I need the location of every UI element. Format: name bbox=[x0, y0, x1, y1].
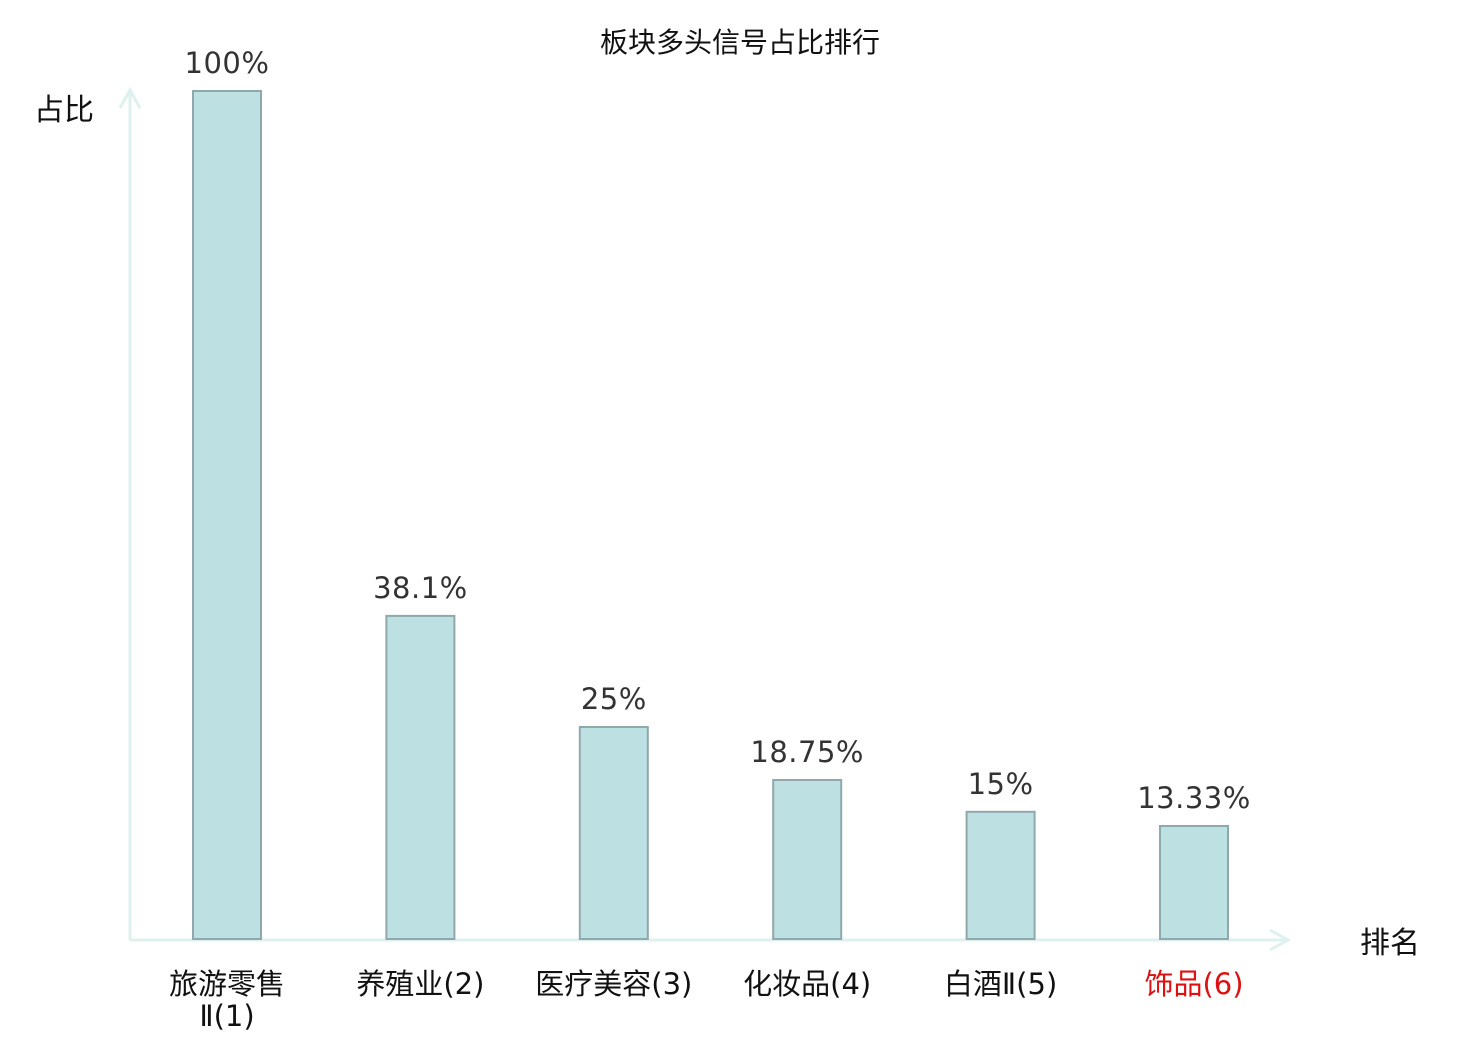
bar-5 bbox=[965, 810, 1036, 940]
bar-2 bbox=[385, 614, 456, 941]
bar-3 bbox=[578, 726, 649, 940]
value-labels-group: 100% 38.1% 25% 18.75% 15% 13.33% bbox=[185, 46, 1251, 815]
category-label-2: 养殖业(2) bbox=[356, 967, 484, 1001]
category-label-4: 化妆品(4) bbox=[743, 967, 871, 1001]
category-label-1: 旅游零售 Ⅱ(1) bbox=[169, 967, 285, 1033]
bar-6 bbox=[1159, 825, 1229, 940]
value-label-6: 13.33% bbox=[1137, 781, 1251, 815]
category-label-line: 饰品(6) bbox=[1144, 967, 1243, 1001]
value-label-1: 100% bbox=[185, 46, 270, 80]
chart-title: 板块多头信号占比排行 bbox=[600, 26, 880, 59]
value-label-5: 15% bbox=[968, 767, 1034, 801]
y-axis-label: 占比 bbox=[34, 93, 94, 128]
category-label-line: 医疗美容(3) bbox=[535, 967, 692, 1001]
category-label-line: 化妆品(4) bbox=[743, 967, 871, 1001]
category-label-line: 白酒Ⅱ(5) bbox=[944, 967, 1057, 1001]
category-label-6: 饰品(6) bbox=[1144, 967, 1243, 1001]
category-label-line: 旅游零售 bbox=[169, 967, 285, 1001]
value-label-3: 25% bbox=[581, 682, 647, 716]
x-axis-label: 排名 bbox=[1360, 926, 1420, 961]
category-label-line: 养殖业(2) bbox=[356, 967, 484, 1001]
axes bbox=[118, 86, 1292, 952]
category-label-5: 白酒Ⅱ(5) bbox=[944, 967, 1057, 1001]
x-axis-arrow bbox=[1269, 928, 1292, 952]
bar-4 bbox=[772, 779, 843, 940]
category-label-line: Ⅱ(1) bbox=[199, 999, 254, 1033]
y-axis-arrow bbox=[118, 86, 142, 109]
value-label-2: 38.1% bbox=[373, 571, 468, 605]
category-labels-group: 旅游零售 Ⅱ(1) 养殖业(2) 医疗美容(3) 化妆品(4) 白酒Ⅱ(5) 饰品(6) bbox=[169, 967, 1244, 1033]
bar-1 bbox=[192, 90, 262, 940]
bars-group bbox=[192, 90, 1229, 941]
category-label-3: 医疗美容(3) bbox=[535, 967, 692, 1001]
value-label-4: 18.75% bbox=[750, 735, 864, 769]
